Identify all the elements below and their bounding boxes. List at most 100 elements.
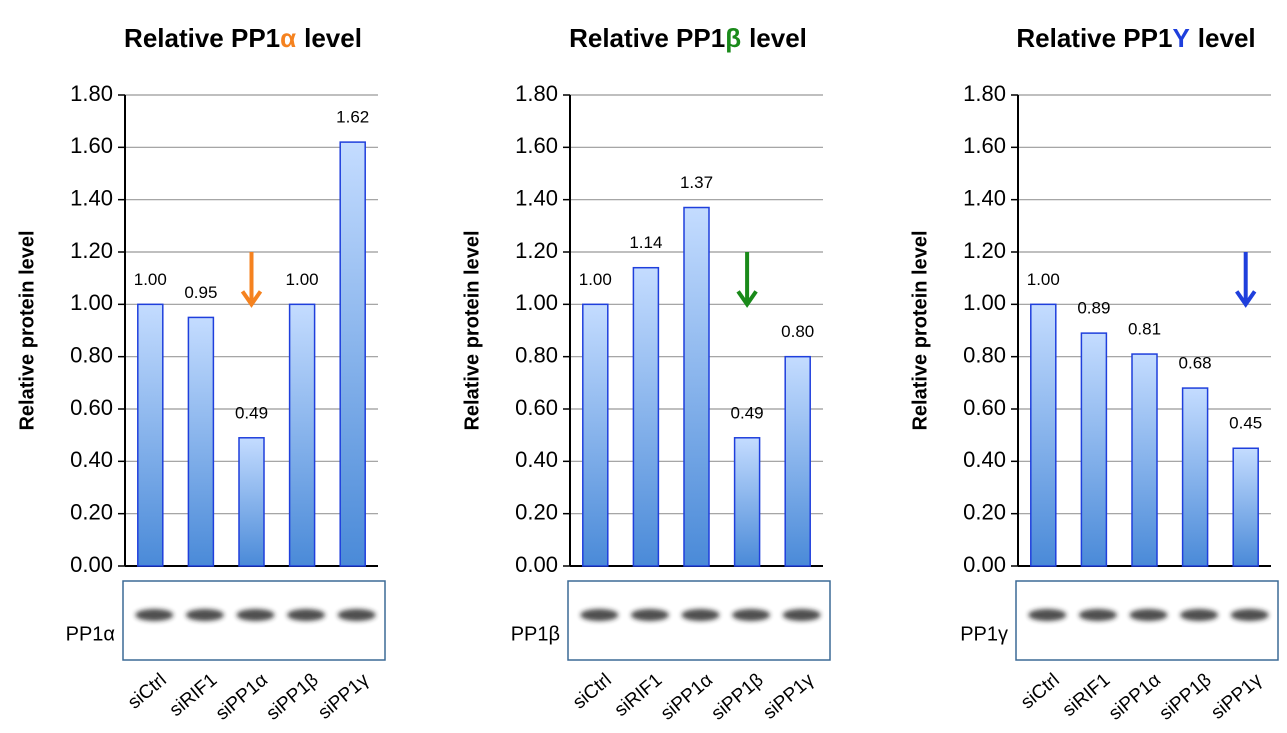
blot-band xyxy=(580,609,618,621)
arrow xyxy=(1237,252,1255,304)
value-label: 1.00 xyxy=(134,270,167,289)
bar xyxy=(583,304,608,566)
value-label: 0.95 xyxy=(184,283,217,302)
title-prefix: Relative PP1 xyxy=(124,23,280,53)
x-tick-label: siRIF1 xyxy=(166,670,222,721)
value-label: 1.62 xyxy=(336,108,369,127)
value-label: 1.00 xyxy=(286,270,319,289)
y-tick-label: 0.40 xyxy=(963,447,1006,472)
blot-band xyxy=(1079,609,1117,621)
blot-band xyxy=(732,609,770,621)
y-tick-label: 1.60 xyxy=(515,133,558,158)
blot-band xyxy=(237,609,275,621)
y-tick-label: 1.00 xyxy=(963,290,1006,315)
x-tick-label: siCtrl xyxy=(569,670,616,714)
bar xyxy=(188,317,213,566)
blot-band xyxy=(186,609,224,621)
blot-band xyxy=(1130,609,1168,621)
title-symbol: Y xyxy=(1172,23,1189,53)
y-tick-label: 0.80 xyxy=(70,342,113,367)
title-prefix: Relative PP1 xyxy=(1016,23,1172,53)
title-symbol: α xyxy=(280,23,296,53)
bar xyxy=(735,438,760,566)
x-tick-label: siPP1α xyxy=(212,670,272,725)
y-axis-label: Relative protein level xyxy=(461,230,483,430)
y-tick-label: 0.20 xyxy=(515,499,558,524)
x-tick-label: siPP1γ xyxy=(1207,669,1266,723)
y-tick-label: 1.60 xyxy=(70,133,113,158)
y-tick-label: 0.60 xyxy=(70,395,113,420)
y-tick-label: 0.60 xyxy=(963,395,1006,420)
blot-band xyxy=(631,609,669,621)
value-label: 0.49 xyxy=(731,403,764,422)
blot-band xyxy=(338,609,376,621)
y-tick-label: 1.60 xyxy=(963,133,1006,158)
page: {"chart_data": [ {"type": "bar", "title"… xyxy=(0,0,1287,733)
x-tick-label: siRIF1 xyxy=(611,670,667,721)
bar xyxy=(1233,448,1258,566)
y-tick-label: 0.00 xyxy=(515,552,558,577)
blot-band xyxy=(1231,609,1269,621)
y-tick-label: 1.20 xyxy=(515,238,558,263)
blot-band xyxy=(287,609,325,621)
x-tick-label: siPP1γ xyxy=(314,669,373,723)
bar xyxy=(1031,304,1056,566)
value-label: 1.14 xyxy=(629,233,662,252)
x-tick-label: siPP1γ xyxy=(759,669,818,723)
blot-label: PP1α xyxy=(66,623,115,645)
x-tick-label: siPP1β xyxy=(263,670,323,725)
bar xyxy=(1183,388,1208,566)
title-suffix: level xyxy=(1198,23,1256,53)
y-tick-label: 0.40 xyxy=(70,447,113,472)
x-tick-label: siCtrl xyxy=(124,670,171,714)
value-label: 1.00 xyxy=(579,270,612,289)
x-tick-label: siPP1α xyxy=(657,670,717,725)
y-tick-label: 0.40 xyxy=(515,447,558,472)
y-tick-label: 1.20 xyxy=(963,238,1006,263)
y-tick-label: 1.40 xyxy=(70,185,113,210)
x-tick-label: siRIF1 xyxy=(1059,670,1115,721)
y-tick-label: 1.80 xyxy=(963,81,1006,106)
bar xyxy=(1132,354,1157,566)
bar xyxy=(290,304,315,566)
y-tick-label: 0.80 xyxy=(963,342,1006,367)
title-prefix: Relative PP1 xyxy=(569,23,725,53)
y-tick-label: 0.60 xyxy=(515,395,558,420)
y-tick-label: 0.20 xyxy=(963,499,1006,524)
title-suffix: level xyxy=(304,23,362,53)
value-label: 1.00 xyxy=(1027,270,1060,289)
y-tick-label: 0.80 xyxy=(515,342,558,367)
x-tick-label: siPP1α xyxy=(1105,670,1165,725)
y-axis-label: Relative protein level xyxy=(909,230,931,430)
y-tick-label: 1.00 xyxy=(70,290,113,315)
value-label: 0.68 xyxy=(1179,354,1212,373)
blot-band xyxy=(682,609,720,621)
value-label: 0.80 xyxy=(781,322,814,341)
title-suffix: level xyxy=(749,23,807,53)
blot-band xyxy=(1180,609,1218,621)
arrow xyxy=(243,252,261,304)
x-tick-label: siPP1β xyxy=(1156,670,1216,725)
blot-band xyxy=(783,609,821,621)
x-tick-label: siCtrl xyxy=(1017,670,1064,714)
arrow xyxy=(738,252,756,304)
title-symbol: β xyxy=(725,23,741,53)
y-tick-label: 0.00 xyxy=(963,552,1006,577)
y-tick-label: 1.40 xyxy=(963,185,1006,210)
value-label: 0.89 xyxy=(1077,299,1110,318)
bar xyxy=(138,304,163,566)
bar xyxy=(1081,333,1106,566)
y-tick-label: 1.00 xyxy=(515,290,558,315)
value-label: 0.45 xyxy=(1229,414,1262,433)
y-tick-label: 1.40 xyxy=(515,185,558,210)
value-label: 0.81 xyxy=(1128,320,1161,339)
bar xyxy=(684,208,709,566)
bar xyxy=(633,268,658,566)
blot-band xyxy=(1028,609,1066,621)
bar xyxy=(785,357,810,566)
y-tick-label: 0.20 xyxy=(70,499,113,524)
